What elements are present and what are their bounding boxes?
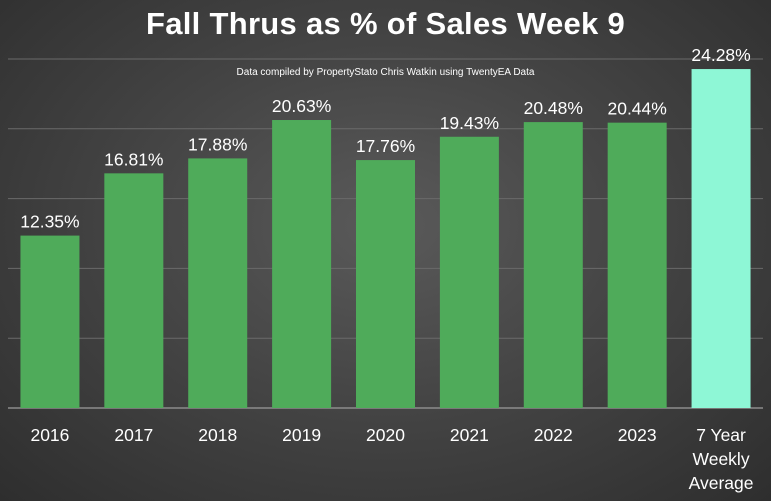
x-tick-label: 7 Year (696, 425, 746, 445)
chart-subtitle: Data compiled by PropertyStato Chris Wat… (236, 67, 535, 78)
bar-6 (439, 136, 499, 408)
bar-3 (188, 158, 248, 408)
bar-1 (20, 235, 80, 408)
x-tick-label: 2022 (534, 425, 573, 445)
bar-7 (523, 122, 583, 409)
bar-9 (691, 69, 751, 408)
bar-2 (104, 173, 164, 408)
x-tick-label: 2016 (30, 425, 69, 445)
bar-value-label: 17.76% (356, 136, 415, 156)
bar-8 (607, 122, 667, 409)
bar-value-label: 24.28% (691, 45, 750, 65)
x-tick-label: 2017 (114, 425, 153, 445)
x-tick-label: Weekly (693, 449, 750, 469)
bar-value-label: 16.81% (104, 149, 163, 169)
x-tick-label: 2021 (450, 425, 489, 445)
x-tick-label: Average (689, 473, 754, 493)
chart-title: Fall Thrus as % of Sales Week 9 (145, 6, 626, 41)
x-tick-label: 2023 (618, 425, 657, 445)
x-tick-label: 2018 (198, 425, 237, 445)
bar-value-label: 12.35% (20, 212, 79, 232)
bar-value-label: 20.44% (607, 99, 666, 119)
bar-value-label: 20.63% (272, 96, 331, 116)
bar-value-label: 20.48% (524, 98, 583, 118)
x-tick-label: 2020 (366, 425, 405, 445)
bar-5 (356, 160, 415, 408)
bar-value-label: 17.88% (188, 134, 247, 154)
bar-4 (272, 120, 332, 409)
bar-value-label: 19.43% (440, 113, 499, 133)
x-tick-label: 2019 (282, 425, 321, 445)
